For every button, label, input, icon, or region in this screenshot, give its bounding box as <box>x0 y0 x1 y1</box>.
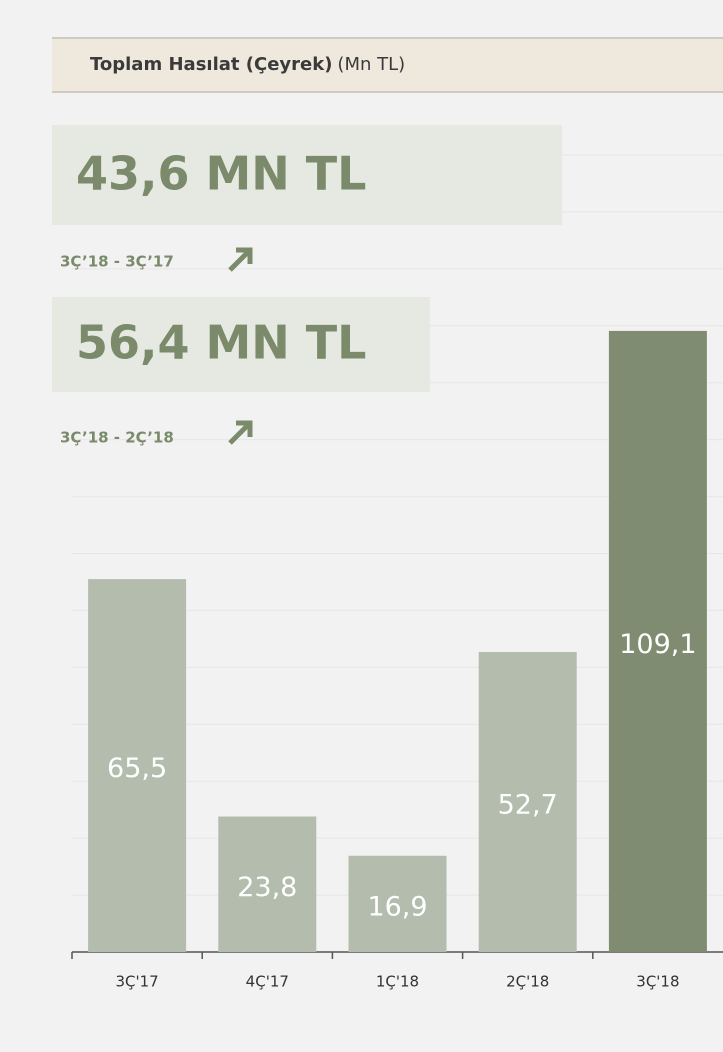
title: Toplam Hasılat (Çeyrek) <box>90 54 332 75</box>
kpi-label: 3Ç’18 - 3Ç’17 <box>60 253 174 271</box>
x-tick-label: 3Ç'17 <box>115 973 158 991</box>
subtitle: (Mn TL) <box>337 54 405 75</box>
kpi-box <box>52 125 562 225</box>
kpi-box <box>52 297 430 392</box>
header-bar <box>52 38 723 92</box>
bar <box>88 579 187 952</box>
value-label: 109,1 <box>619 629 696 660</box>
bar <box>348 855 447 952</box>
kpi-label: 3Ç’18 - 2Ç’18 <box>60 429 174 447</box>
value-label: 52,7 <box>498 789 558 820</box>
arrow-icon <box>228 247 253 272</box>
value-label: 23,8 <box>237 872 297 903</box>
kpi-value: 56,4 MN TL <box>76 316 367 370</box>
bar <box>218 816 317 952</box>
kpi-value: 43,6 MN TL <box>76 147 367 201</box>
x-tick-label: 3Ç'18 <box>636 973 679 991</box>
arrow-icon <box>228 420 253 445</box>
x-tick-label: 4Ç'17 <box>246 973 289 991</box>
x-tick-label: 1Ç'18 <box>376 973 419 991</box>
x-tick-label: 2Ç'18 <box>506 973 549 991</box>
chart-title: Toplam Hasılat (Çeyrek) (Mn TL) <box>90 54 405 75</box>
value-label: 65,5 <box>107 753 167 784</box>
bar <box>608 330 707 952</box>
value-label: 16,9 <box>367 891 427 922</box>
bar <box>478 651 577 952</box>
